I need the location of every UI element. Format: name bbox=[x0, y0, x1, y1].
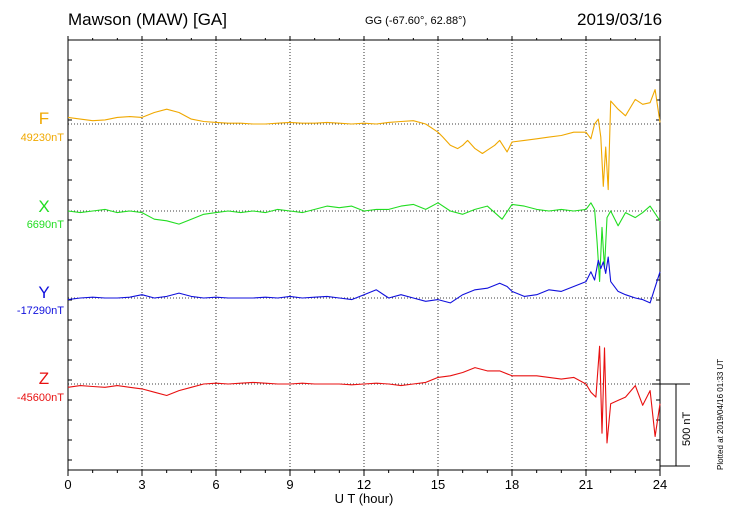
component-label-f: F bbox=[39, 109, 49, 128]
x-tick-label: 12 bbox=[357, 477, 371, 492]
baseline-value-f: 49230nT bbox=[21, 132, 65, 144]
x-tick-label: 15 bbox=[431, 477, 445, 492]
series-lines bbox=[67, 89, 661, 444]
x-tick-label: 3 bbox=[138, 477, 145, 492]
component-label-x: X bbox=[38, 197, 49, 216]
x-axis: 0 3 6 9 12 15 18 21 24 bbox=[64, 36, 667, 492]
x-tick-label: 21 bbox=[579, 477, 593, 492]
plot-date: 2019/03/16 bbox=[577, 10, 663, 29]
x-tick-label: 9 bbox=[286, 477, 293, 492]
baseline-value-y: -17290nT bbox=[17, 305, 64, 317]
x-tick-label: 6 bbox=[212, 477, 219, 492]
series-line-z bbox=[67, 345, 661, 444]
x-axis-label: U T (hour) bbox=[335, 491, 394, 506]
plot-frame bbox=[67, 39, 661, 471]
x-tick-label: 24 bbox=[653, 477, 667, 492]
series-line-x bbox=[67, 202, 661, 283]
series-line-f bbox=[67, 89, 661, 191]
station-title: Mawson (MAW) [GA] bbox=[68, 10, 227, 29]
component-labels: F 49230nT X 6690nT Y -17290nT Z -45600nT bbox=[17, 109, 64, 404]
baseline-value-z: -45600nT bbox=[17, 392, 64, 404]
component-label-y: Y bbox=[38, 283, 49, 302]
baseline-value-x: 6690nT bbox=[27, 219, 65, 231]
scale-bar bbox=[652, 383, 690, 467]
x-tick-label: 18 bbox=[505, 477, 519, 492]
scale-bar-label: 500 nT bbox=[681, 411, 693, 446]
series-line-y bbox=[67, 256, 661, 304]
station-coordinates: GG (-67.60°, 62.88°) bbox=[365, 15, 467, 27]
x-tick-label: 0 bbox=[64, 477, 71, 492]
grid bbox=[141, 40, 587, 470]
plotted-timestamp: Plotted at 2019/04/16 01:33 UT bbox=[716, 358, 725, 470]
component-label-z: Z bbox=[39, 369, 49, 388]
